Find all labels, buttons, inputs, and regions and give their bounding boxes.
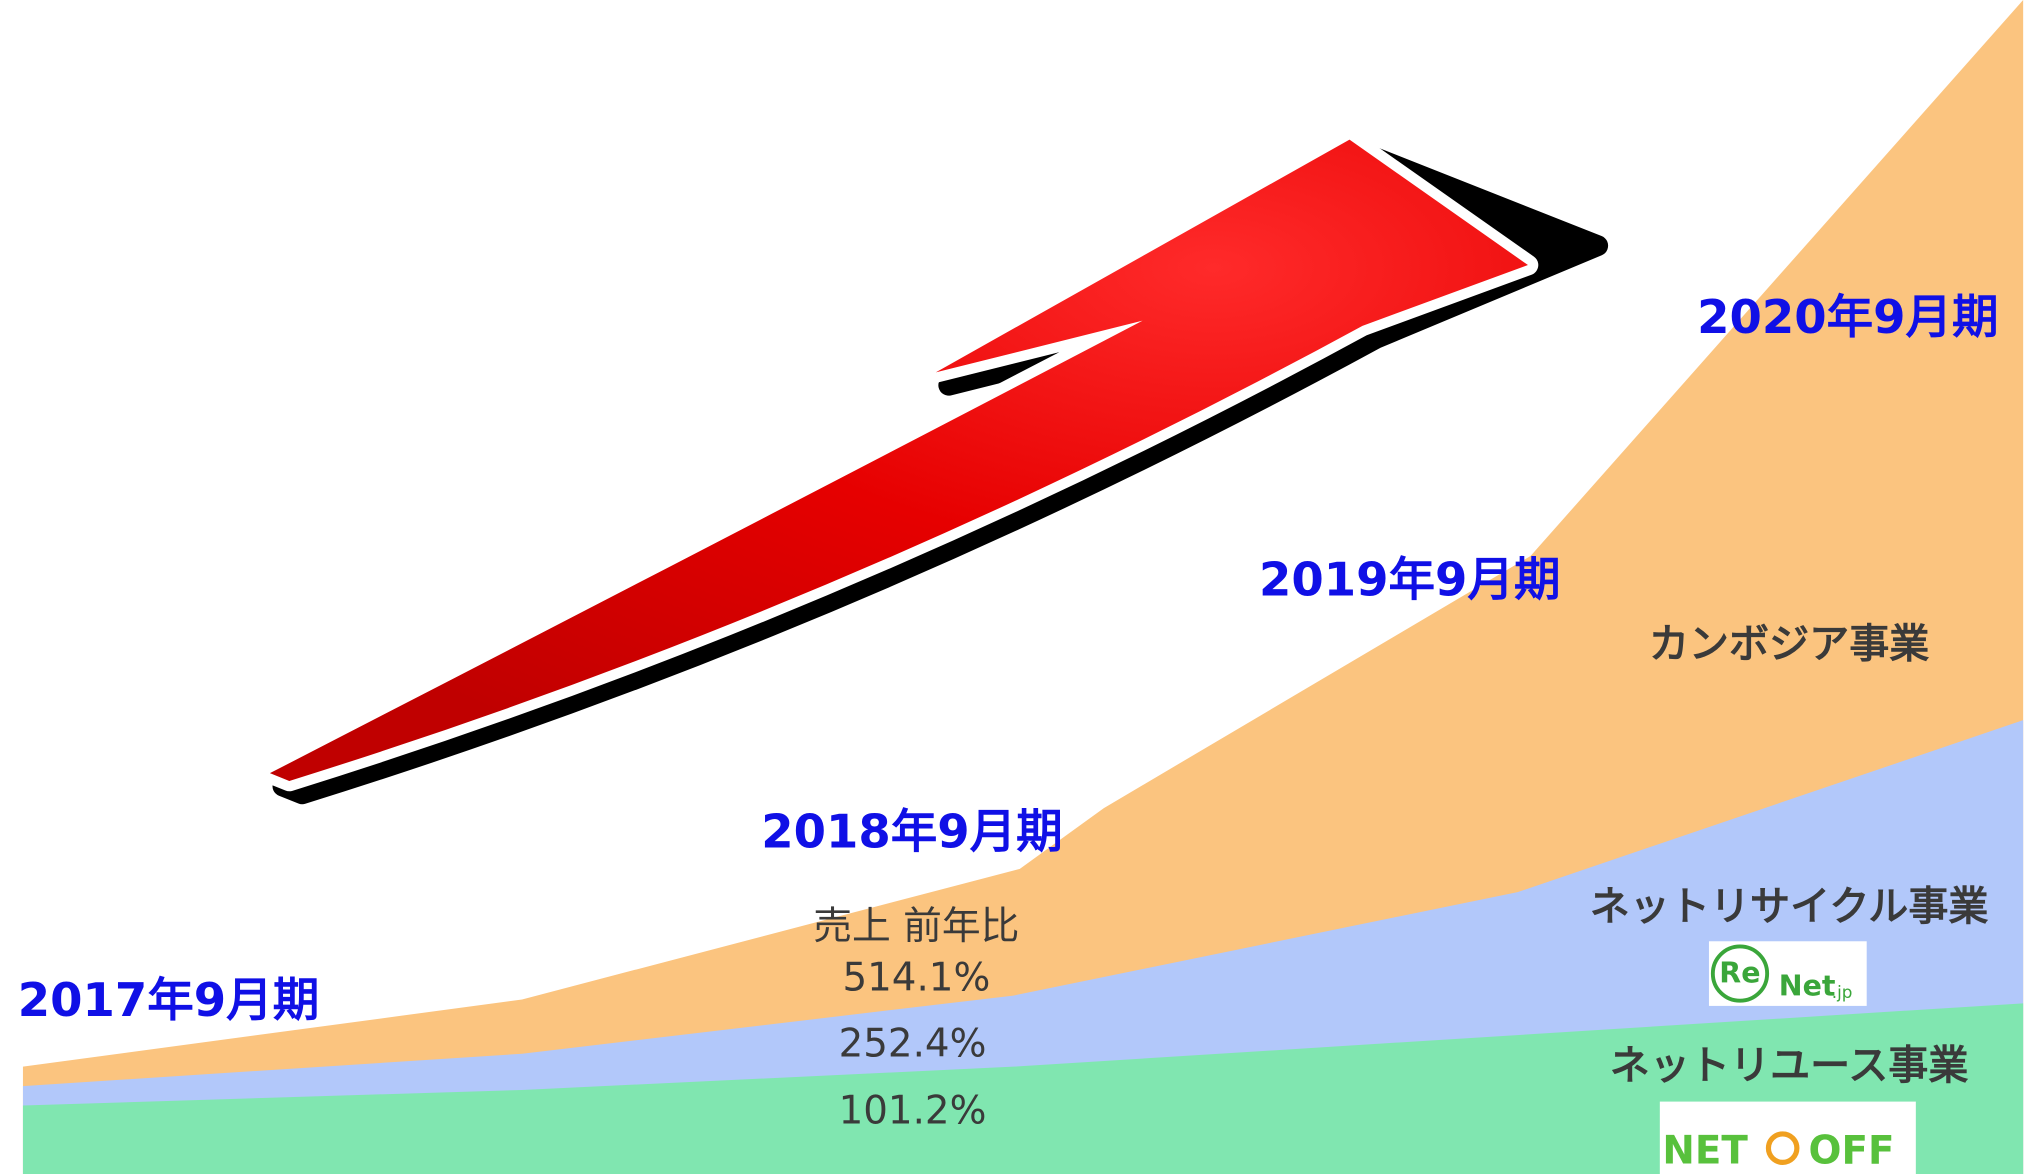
logo-text: NET: [1662, 1129, 1748, 1174]
arrow: [259, 129, 1609, 805]
logo-text: OFF: [1809, 1129, 1895, 1174]
segment-label: ネットリサイクル事業: [1590, 884, 1989, 930]
growth-label: 売上 前年比: [813, 904, 1019, 949]
area-cambodia: [22, 0, 2024, 1174]
growth-value: 514.1%: [842, 956, 990, 1001]
segment-label: カンボジア事業: [1649, 621, 1930, 667]
logo-text: .jp: [1832, 982, 1853, 1002]
logo-icon: [1765, 1131, 1800, 1165]
year-label: 2017年9月期: [18, 973, 319, 1027]
growth-value: 101.2%: [839, 1089, 987, 1134]
logo-box: [1708, 941, 1867, 1006]
logo-ring: [1710, 944, 1770, 1003]
arrow-body: [269, 139, 1528, 781]
logo-text: Net: [1779, 970, 1836, 1003]
segment-label: ネットリユース事業: [1610, 1043, 1969, 1089]
area-reuse: [22, 1003, 2024, 1174]
logo-text: Re: [1719, 957, 1760, 990]
netoff-logo: NET OFF: [1659, 1101, 1916, 1174]
year-label: 2020年9月期: [1697, 290, 1998, 344]
year-label: 2019年9月期: [1259, 553, 1560, 607]
year-label: 2018年9月期: [761, 805, 1062, 859]
renet-logo: Re Net .jp: [1708, 941, 1867, 1006]
growth-value: 252.4%: [839, 1021, 987, 1066]
